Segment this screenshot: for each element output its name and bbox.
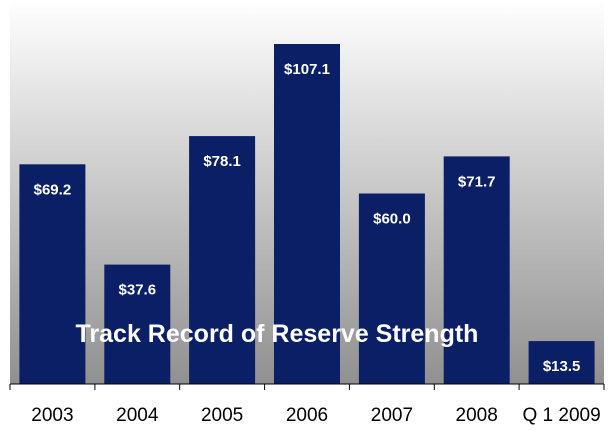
x-tick-label: Q 1 2009 xyxy=(523,405,601,426)
bar-2004 xyxy=(104,264,171,384)
x-tick-label: 2005 xyxy=(201,405,243,426)
bar-2008 xyxy=(443,156,510,384)
bar-value-label: $107.1 xyxy=(284,61,330,78)
bar-2006 xyxy=(274,44,340,384)
bar-2005 xyxy=(189,136,256,384)
bar-value-label: $78.1 xyxy=(203,153,241,170)
x-tick-label: 2007 xyxy=(371,405,413,426)
x-tick-labels: 2003 2004 2005 2006 2007 2008 Q 1 2009 xyxy=(31,405,600,426)
bar-value-label: $71.7 xyxy=(458,173,496,190)
bar-2003 xyxy=(19,164,86,384)
bar-q-1-2009 xyxy=(528,341,595,384)
bar-value-label: $37.6 xyxy=(119,282,157,299)
bars-group: $69.2 $37.6 $78.1 $107.1 $60.0 $71.7 $13.5 xyxy=(19,44,595,384)
bar-value-label: $13.5 xyxy=(543,358,581,375)
bar-value-label: $60.0 xyxy=(373,211,411,228)
bar-value-label: $69.2 xyxy=(34,181,72,198)
x-axis xyxy=(9,383,605,390)
x-tick-label: 2006 xyxy=(286,405,328,426)
x-tick-label: 2003 xyxy=(31,405,73,426)
chart-title: Track Record of Reserve Strength xyxy=(76,320,479,348)
x-tick-label: 2008 xyxy=(456,405,498,426)
x-tick-label: 2004 xyxy=(116,405,159,426)
bar-2007 xyxy=(358,193,425,384)
